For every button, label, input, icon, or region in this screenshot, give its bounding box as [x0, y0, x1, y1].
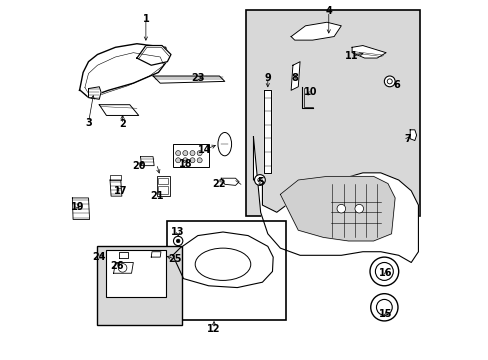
Polygon shape — [72, 198, 89, 220]
Text: 6: 6 — [393, 80, 400, 90]
Text: 10: 10 — [304, 87, 317, 97]
Text: 7: 7 — [404, 134, 410, 144]
Bar — [158, 178, 168, 184]
Circle shape — [354, 204, 363, 213]
Circle shape — [190, 158, 195, 163]
Circle shape — [183, 150, 187, 156]
Text: 16: 16 — [379, 268, 392, 278]
Text: 14: 14 — [198, 144, 211, 154]
Circle shape — [376, 300, 391, 315]
Polygon shape — [119, 252, 128, 258]
Circle shape — [336, 204, 345, 213]
Polygon shape — [88, 87, 101, 99]
Bar — [156, 176, 170, 196]
Polygon shape — [409, 130, 416, 140]
Text: 4: 4 — [325, 6, 331, 17]
Text: 24: 24 — [92, 252, 106, 262]
Polygon shape — [351, 45, 386, 58]
Text: 23: 23 — [191, 73, 204, 83]
Bar — [172, 144, 208, 167]
Polygon shape — [153, 76, 224, 83]
Text: 3: 3 — [85, 118, 92, 128]
Polygon shape — [110, 180, 122, 196]
Polygon shape — [99, 105, 139, 116]
Ellipse shape — [218, 132, 231, 156]
Circle shape — [118, 264, 126, 272]
Text: 17: 17 — [114, 186, 127, 196]
Text: 5: 5 — [257, 177, 264, 187]
Polygon shape — [253, 137, 418, 262]
Circle shape — [175, 150, 180, 156]
Bar — [158, 186, 168, 194]
Text: 19: 19 — [71, 202, 84, 212]
Text: 2: 2 — [119, 120, 126, 129]
Text: 15: 15 — [379, 310, 392, 319]
Polygon shape — [110, 175, 121, 180]
Circle shape — [254, 175, 265, 185]
Text: 13: 13 — [171, 227, 184, 237]
Text: 22: 22 — [212, 179, 225, 189]
Ellipse shape — [195, 248, 250, 280]
Bar — [167, 221, 285, 320]
Circle shape — [173, 236, 183, 246]
Circle shape — [386, 79, 391, 84]
Polygon shape — [264, 90, 271, 173]
Circle shape — [384, 76, 394, 87]
Polygon shape — [221, 178, 239, 185]
Text: 9: 9 — [264, 73, 271, 83]
Text: 26: 26 — [110, 261, 123, 271]
Text: 1: 1 — [142, 14, 149, 24]
Text: 12: 12 — [207, 324, 220, 334]
Circle shape — [197, 158, 202, 163]
Text: 20: 20 — [132, 161, 145, 171]
Polygon shape — [290, 62, 300, 90]
Text: 25: 25 — [167, 254, 181, 264]
Circle shape — [183, 158, 187, 163]
Polygon shape — [137, 45, 171, 65]
Text: 11: 11 — [345, 51, 358, 61]
Bar — [246, 10, 419, 216]
Text: 18: 18 — [178, 159, 192, 169]
Polygon shape — [290, 22, 341, 40]
Circle shape — [370, 294, 397, 321]
Polygon shape — [280, 176, 394, 241]
Circle shape — [190, 150, 195, 156]
Circle shape — [257, 178, 262, 182]
Polygon shape — [80, 44, 169, 98]
Circle shape — [176, 239, 180, 243]
Text: 8: 8 — [291, 73, 298, 83]
Circle shape — [197, 150, 202, 156]
Polygon shape — [140, 157, 154, 166]
Polygon shape — [113, 262, 133, 273]
Bar — [97, 246, 182, 325]
Polygon shape — [151, 252, 161, 257]
Circle shape — [175, 158, 180, 163]
Circle shape — [369, 257, 398, 286]
Circle shape — [375, 262, 392, 280]
Text: 21: 21 — [150, 191, 163, 201]
Polygon shape — [172, 232, 273, 288]
Bar — [106, 250, 165, 297]
